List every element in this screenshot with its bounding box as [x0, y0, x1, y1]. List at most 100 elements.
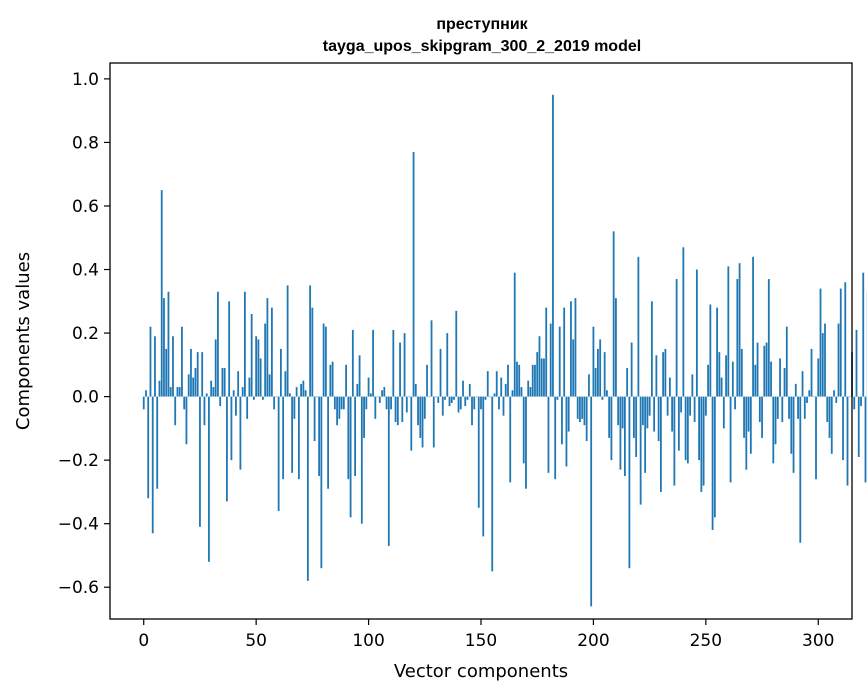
- bar: [174, 396, 177, 426]
- bar: [145, 390, 147, 397]
- bar: [543, 358, 545, 397]
- bar: [154, 336, 156, 397]
- bar: [666, 396, 669, 416]
- bar: [758, 396, 761, 423]
- bar: [486, 371, 489, 397]
- bar: [540, 358, 543, 397]
- bar: [797, 396, 799, 419]
- bar: [713, 396, 716, 518]
- bar: [374, 396, 377, 419]
- bar: [250, 313, 253, 397]
- bar: [491, 396, 494, 572]
- bar: [585, 396, 588, 442]
- bar: [199, 396, 201, 527]
- bar: [471, 396, 473, 426]
- bar: [509, 396, 512, 483]
- bar: [752, 256, 754, 397]
- bar: [684, 396, 687, 461]
- bar: [226, 396, 228, 502]
- bar: [367, 377, 370, 397]
- bar: [149, 326, 152, 397]
- bar: [662, 352, 665, 397]
- bar: [282, 396, 285, 480]
- bar: [504, 383, 507, 397]
- bar: [770, 361, 772, 397]
- bar: [450, 396, 453, 403]
- bar: [484, 396, 487, 400]
- bar: [511, 390, 514, 397]
- bar: [644, 396, 647, 473]
- y-tick-label: −0.6: [58, 578, 99, 598]
- bar: [704, 396, 707, 416]
- bar: [860, 396, 862, 407]
- y-tick-label: 1.0: [72, 70, 99, 90]
- bar: [844, 282, 847, 397]
- bar: [217, 291, 219, 397]
- bar: [262, 396, 264, 400]
- y-tick-label: 0.4: [72, 261, 99, 281]
- bar: [160, 190, 163, 397]
- bar: [612, 231, 615, 397]
- y-tick-label: −0.4: [58, 515, 99, 535]
- bar: [331, 361, 334, 397]
- bar: [270, 307, 273, 397]
- bar: [219, 396, 222, 407]
- bar: [507, 364, 509, 397]
- bar: [329, 364, 332, 397]
- bar: [315, 396, 318, 398]
- bar: [156, 396, 159, 489]
- bar: [354, 396, 356, 477]
- bar: [336, 396, 338, 426]
- bar: [322, 323, 325, 397]
- bar: [275, 396, 278, 398]
- bar: [745, 396, 748, 470]
- bar: [244, 291, 246, 397]
- bar: [754, 364, 757, 397]
- bar: [273, 396, 276, 410]
- bar: [527, 380, 530, 397]
- bar: [342, 396, 345, 410]
- bar: [376, 396, 379, 398]
- bar: [563, 307, 566, 397]
- bar: [306, 396, 309, 581]
- bar: [576, 396, 579, 419]
- bar: [480, 396, 482, 410]
- bar: [709, 304, 712, 397]
- bar: [828, 396, 831, 438]
- bar: [774, 396, 777, 445]
- bar: [495, 371, 498, 397]
- bar: [221, 368, 224, 397]
- bar: [345, 364, 347, 397]
- bar: [707, 364, 709, 397]
- bar: [318, 396, 321, 477]
- bar: [808, 390, 811, 397]
- bar: [248, 377, 251, 397]
- bar: [628, 396, 631, 569]
- bar: [534, 364, 536, 397]
- bar: [525, 396, 527, 489]
- bar: [637, 256, 640, 397]
- bar: [581, 396, 584, 419]
- bar: [167, 291, 170, 397]
- bar: [369, 393, 372, 397]
- bar: [489, 396, 491, 398]
- bar: [302, 380, 305, 397]
- bar: [340, 396, 343, 410]
- bar: [671, 396, 674, 432]
- bar: [565, 396, 568, 467]
- bar: [749, 396, 752, 454]
- bar: [455, 310, 458, 397]
- bar: [799, 396, 802, 543]
- bar: [788, 396, 790, 419]
- bar: [293, 396, 296, 419]
- bar: [619, 396, 622, 470]
- bar: [387, 396, 390, 546]
- bar: [392, 329, 395, 397]
- bar: [725, 355, 727, 397]
- bar: [383, 387, 386, 397]
- bar: [686, 396, 689, 464]
- bar: [277, 396, 280, 511]
- bar: [178, 387, 181, 397]
- bar: [228, 301, 231, 397]
